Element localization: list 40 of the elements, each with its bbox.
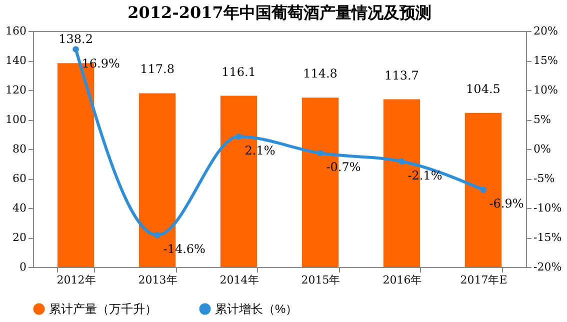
- y2-tick-label: -5%: [534, 172, 555, 185]
- x-tick-label: 2017年E: [460, 274, 508, 286]
- y-tick-label: 20: [12, 231, 26, 244]
- data-label: 16.9%: [82, 56, 120, 70]
- y2-tick-label: -15%: [534, 231, 562, 244]
- x-tick-label: 2014年: [220, 274, 259, 286]
- point: [317, 150, 324, 156]
- x-tick-label: 2012年: [56, 274, 96, 286]
- y-tick-label: 160: [6, 24, 26, 38]
- y2-tick-label: 20%: [534, 24, 558, 38]
- y2-tick-label: 5%: [534, 113, 551, 126]
- data-label: 116.1: [222, 64, 256, 79]
- legend-label: 累计增长（%）: [215, 302, 298, 316]
- y-tick-label: 0: [20, 260, 26, 274]
- data-label: 113.7: [384, 68, 419, 82]
- x-tick-label: 2013年: [138, 274, 178, 286]
- point: [236, 133, 242, 140]
- y-tick-label: 140: [6, 54, 26, 67]
- chart-title: 2012-2017年中国葡萄酒产量情况及预测: [128, 3, 432, 22]
- x-tick-label: 2016年: [382, 274, 422, 286]
- y2-tick-label: -10%: [534, 202, 562, 214]
- data-label: 114.8: [303, 66, 338, 81]
- y-tick-label: 40: [12, 202, 26, 214]
- y2-tick-label: -20%: [534, 260, 562, 274]
- x-tick-label: 2015年: [301, 274, 340, 286]
- y2-tick-label: 15%: [534, 54, 558, 67]
- point: [72, 46, 79, 52]
- point: [154, 232, 160, 238]
- y-tick-label: 100: [6, 113, 26, 126]
- y-tick-label: 60: [12, 172, 26, 185]
- point: [480, 186, 486, 193]
- y-tick-label: 80: [12, 142, 26, 156]
- legend-label: 累计产量（万千升）: [49, 302, 157, 316]
- y2-tick-label: 0%: [534, 142, 551, 156]
- y2-tick-label: 10%: [534, 84, 558, 96]
- point: [398, 158, 405, 165]
- data-label: 104.5: [466, 82, 500, 96]
- data-label: 117.8: [140, 62, 174, 76]
- y-tick-label: 120: [6, 84, 26, 96]
- data-label: 138.2: [58, 32, 93, 46]
